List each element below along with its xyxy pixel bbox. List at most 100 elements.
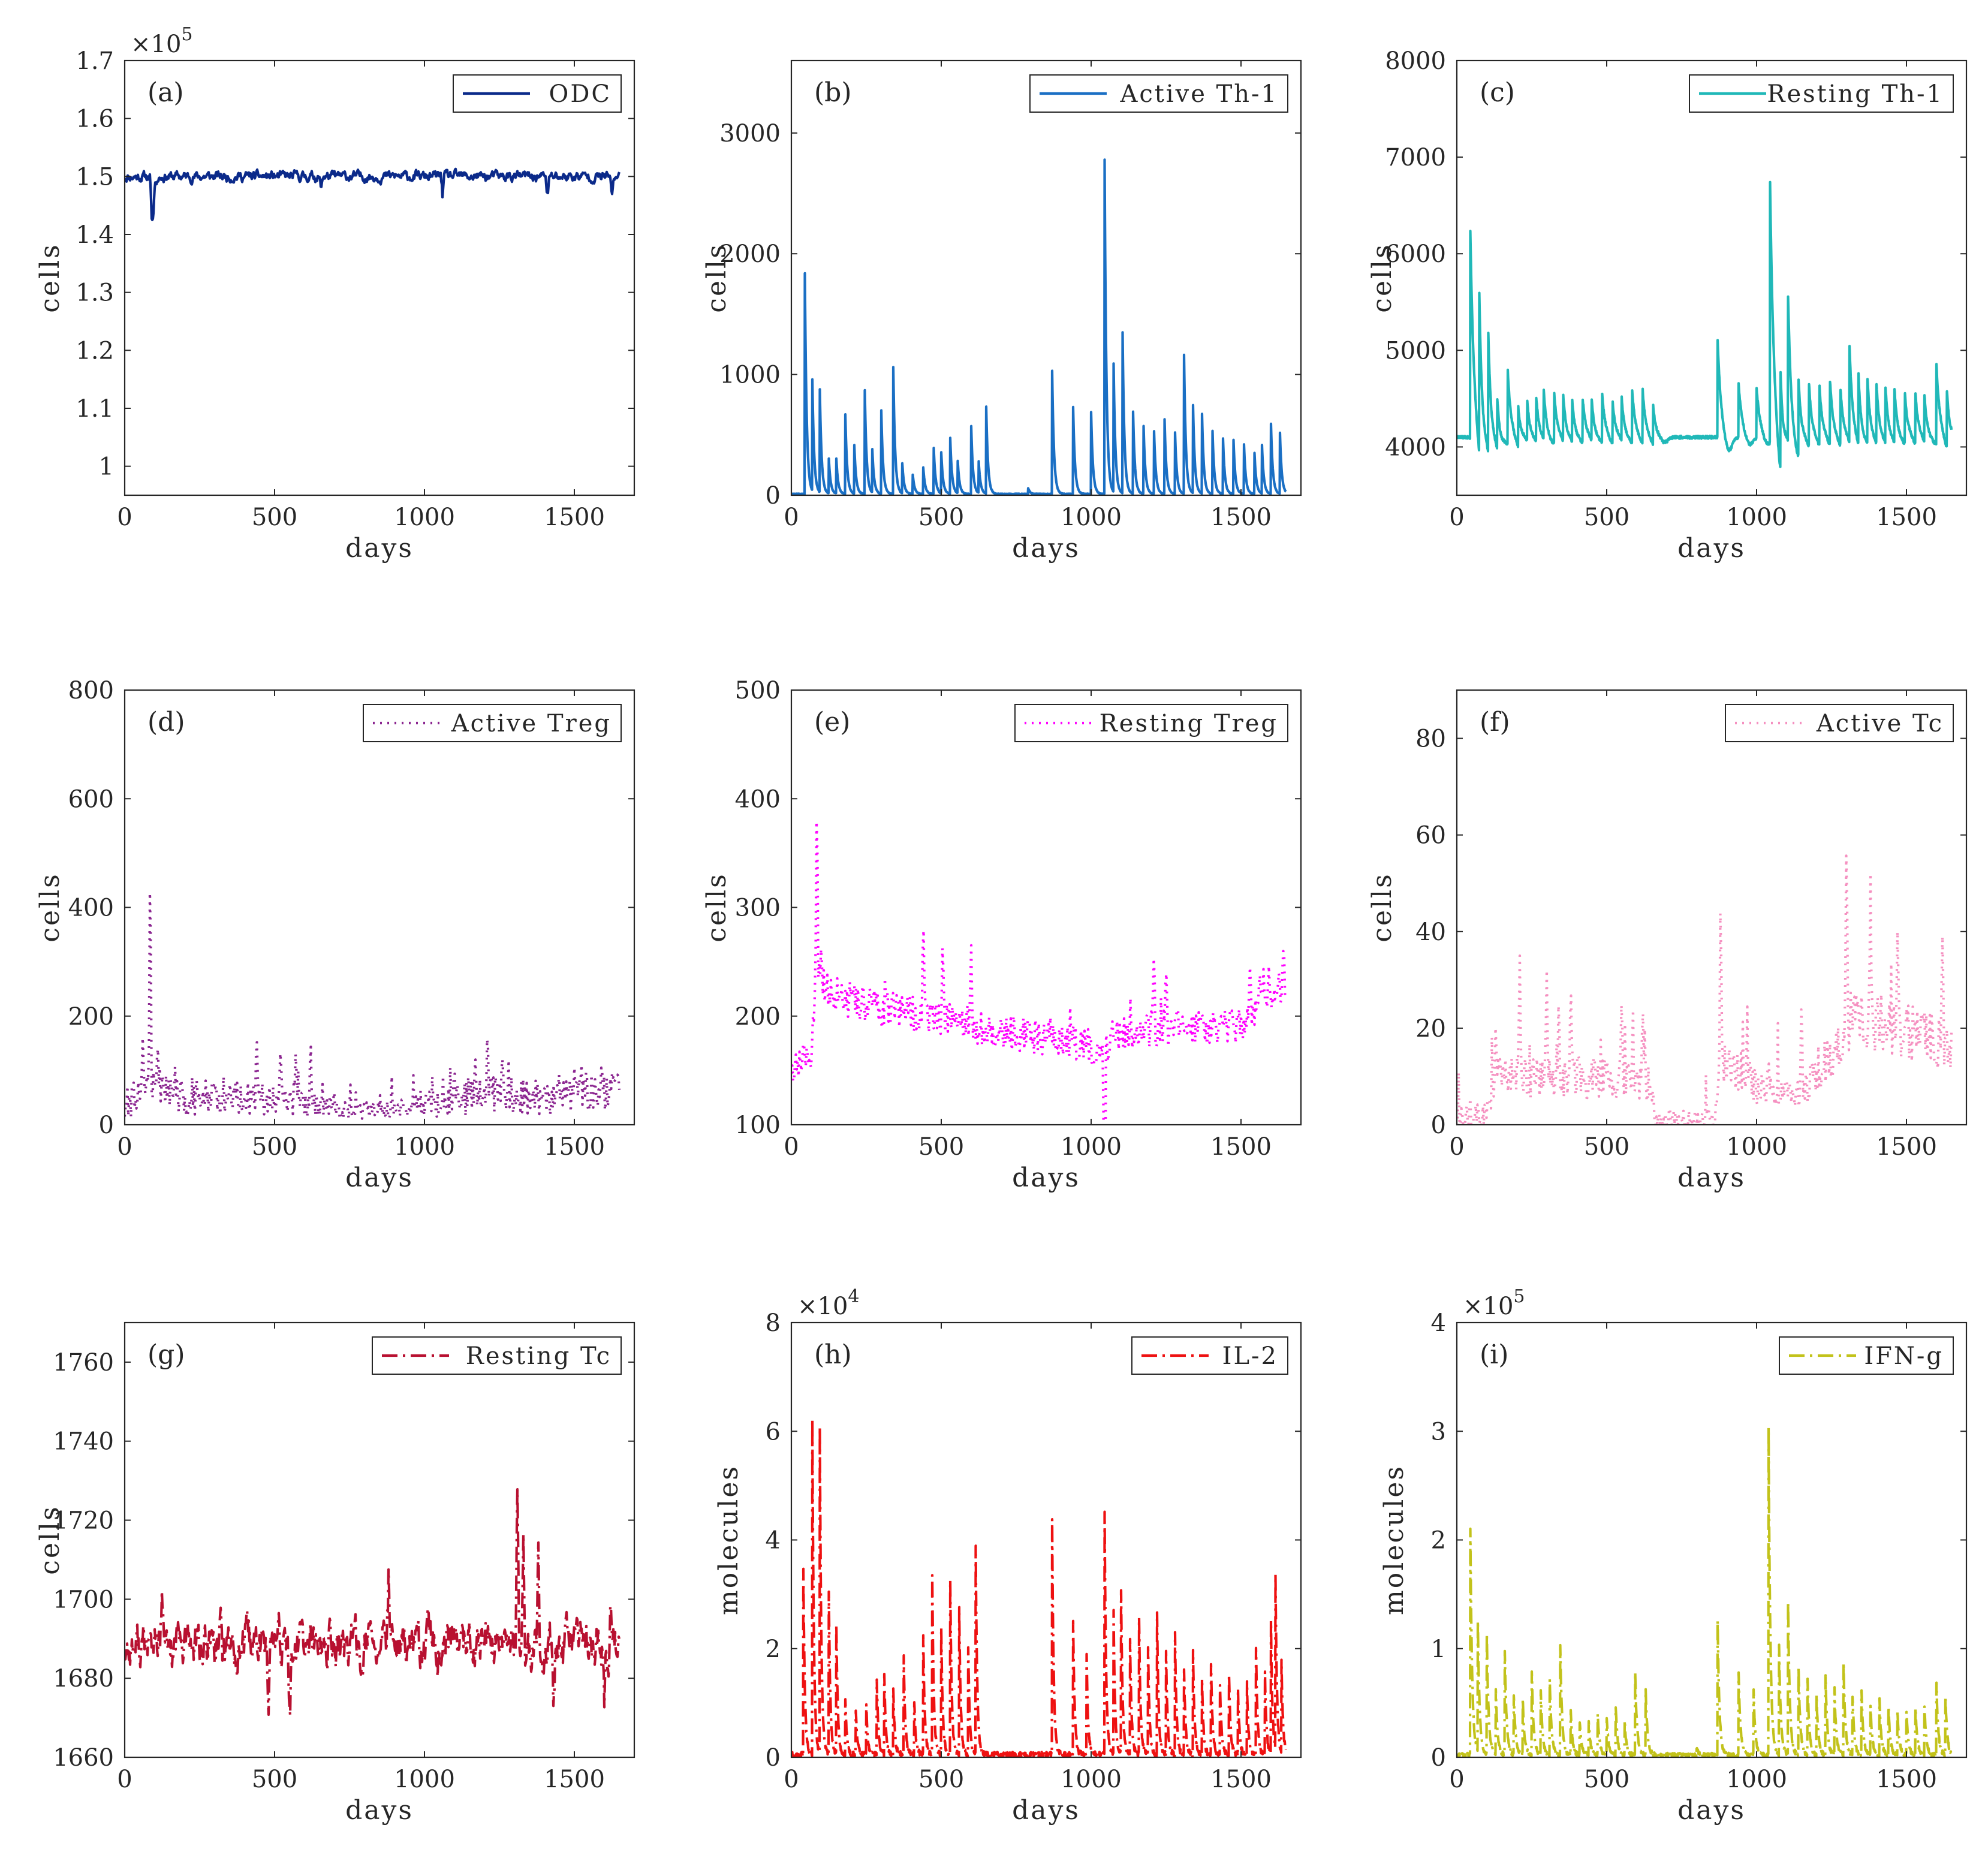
y-tick-label: 1.5 <box>76 163 114 191</box>
chart-panel: 0 500 1000 1500 0 1 2 3 4 days molecules ×105 (i) IFN… <box>1379 1286 1968 1826</box>
x-tick-label: 500 <box>918 504 964 531</box>
legend-label: Active Treg <box>451 710 612 737</box>
y-tick-label: 7000 <box>1385 144 1446 171</box>
x-tick-label: 1000 <box>1726 1766 1787 1793</box>
series-line <box>1457 180 1953 468</box>
x-tick-label: 1500 <box>1210 504 1272 531</box>
x-tick-label: 1500 <box>544 504 605 531</box>
axis-exponent: ×105 <box>1463 1286 1525 1320</box>
y-axis-label: cells <box>35 1505 65 1574</box>
x-tick-label: 0 <box>117 1133 132 1161</box>
chart-panel: 0 500 1000 1500 0 20 40 60 80 days cells (f) Active … <box>1367 689 1968 1193</box>
y-tick-label: 0 <box>99 1112 114 1139</box>
x-tick-label: 0 <box>784 1133 799 1161</box>
series-line <box>791 820 1287 1125</box>
legend-box <box>1029 74 1288 113</box>
axis-exponent-power: 4 <box>848 1286 859 1307</box>
x-tick-label: 1500 <box>544 1133 605 1161</box>
y-axis-label: molecules <box>1379 1465 1409 1615</box>
y-tick-label: 3000 <box>719 120 781 147</box>
series-line <box>125 892 621 1120</box>
y-tick-label: 1700 <box>53 1586 114 1613</box>
panel-label: (f) <box>1480 707 1510 737</box>
series-line <box>791 158 1287 495</box>
y-tick-label: 1.7 <box>76 47 114 75</box>
y-tick-label: 2 <box>766 1636 781 1663</box>
axes-box <box>1456 689 1968 1126</box>
y-tick-label: 0 <box>1431 1112 1446 1139</box>
y-tick-label: 0 <box>766 1744 781 1772</box>
x-tick-label: 500 <box>252 1133 297 1161</box>
x-axis-label: days <box>1012 1163 1080 1193</box>
chart-panel: 0 500 1000 1500 1 1.1 1.2 1.3 1.4 1.5 1.6 1.7 days ce… <box>35 24 635 564</box>
x-axis-label: days <box>1677 533 1746 564</box>
y-tick-label: 1660 <box>53 1744 114 1772</box>
legend: IFN-g <box>1779 1336 1954 1375</box>
x-tick-label: 0 <box>1449 504 1464 531</box>
x-tick-label: 1000 <box>1061 1766 1122 1793</box>
y-tick-label: 500 <box>735 677 781 704</box>
y-axis-label: cells <box>701 872 732 942</box>
legend: Resting Tc <box>372 1336 622 1375</box>
x-axis-label: days <box>1677 1163 1746 1193</box>
x-tick-label: 0 <box>1449 1766 1464 1793</box>
y-tick-label: 6 <box>766 1418 781 1446</box>
panel-label: (c) <box>1480 77 1515 108</box>
y-tick-label: 3 <box>1431 1418 1446 1446</box>
x-tick-label: 1500 <box>1876 504 1937 531</box>
legend-label: IFN-g <box>1864 1342 1944 1370</box>
axis-exponent-power: 5 <box>1513 1286 1525 1307</box>
legend-label: Active Th-1 <box>1119 80 1278 108</box>
y-axis-label: cells <box>701 243 732 312</box>
y-tick-label: 1.6 <box>76 106 114 133</box>
x-tick-label: 1000 <box>1726 504 1787 531</box>
axes-box <box>1456 59 1968 496</box>
y-tick-label: 0 <box>766 482 781 510</box>
axes-box <box>790 1321 1302 1758</box>
y-tick-label: 20 <box>1415 1015 1446 1043</box>
x-axis-label: days <box>345 533 414 564</box>
y-axis-label: cells <box>35 872 65 942</box>
y-tick-label: 200 <box>735 1003 781 1031</box>
x-tick-label: 500 <box>1584 1766 1629 1793</box>
legend-box <box>1014 704 1288 742</box>
panel-label: (h) <box>814 1339 852 1370</box>
chart-panel: 0 500 1000 1500 1660 1680 1700 1720 1740 1760 days… <box>35 1321 635 1826</box>
y-tick-label: 1.2 <box>76 337 114 365</box>
legend-label: Resting Treg <box>1100 710 1278 737</box>
legend: ODC <box>453 74 622 113</box>
x-tick-label: 500 <box>1584 1133 1629 1161</box>
chart-panel: 0 500 1000 1500 100 200 300 400 500 days cells (e) R… <box>701 677 1302 1193</box>
panel-label: (g) <box>147 1339 185 1370</box>
y-tick-label: 1760 <box>53 1349 114 1377</box>
legend-label: ODC <box>549 80 612 108</box>
x-tick-label: 0 <box>784 1766 799 1793</box>
x-tick-label: 500 <box>252 1766 297 1793</box>
x-tick-label: 1500 <box>1210 1133 1272 1161</box>
y-axis-label: cells <box>1367 243 1397 312</box>
y-tick-label: 1680 <box>53 1665 114 1693</box>
legend-box <box>1725 704 1954 742</box>
chart-panel: 0 500 1000 1500 0 2 4 6 8 days molecules ×104 (h) IL-… <box>713 1286 1302 1826</box>
x-tick-label: 500 <box>252 504 297 531</box>
y-tick-label: 300 <box>735 895 781 922</box>
x-axis-label: days <box>1677 1795 1746 1826</box>
y-tick-label: 1.4 <box>76 221 114 249</box>
y-tick-label: 600 <box>68 785 114 813</box>
y-axis-label: molecules <box>713 1465 744 1615</box>
y-tick-label: 400 <box>68 895 114 922</box>
x-axis-label: days <box>1012 1795 1080 1826</box>
y-tick-label: 1740 <box>53 1428 114 1456</box>
axes-box <box>790 59 1302 496</box>
legend: Active Th-1 <box>1029 74 1288 113</box>
panel-label: (a) <box>147 77 184 108</box>
axes-box <box>124 1321 635 1758</box>
y-tick-label: 200 <box>68 1003 114 1031</box>
y-tick-label: 1 <box>1431 1636 1446 1663</box>
axes-box <box>124 59 635 496</box>
y-tick-label: 4 <box>766 1527 781 1555</box>
y-tick-label: 5000 <box>1385 337 1446 365</box>
legend-label: Active Tc <box>1816 710 1944 737</box>
legend: Resting Treg <box>1014 704 1288 742</box>
